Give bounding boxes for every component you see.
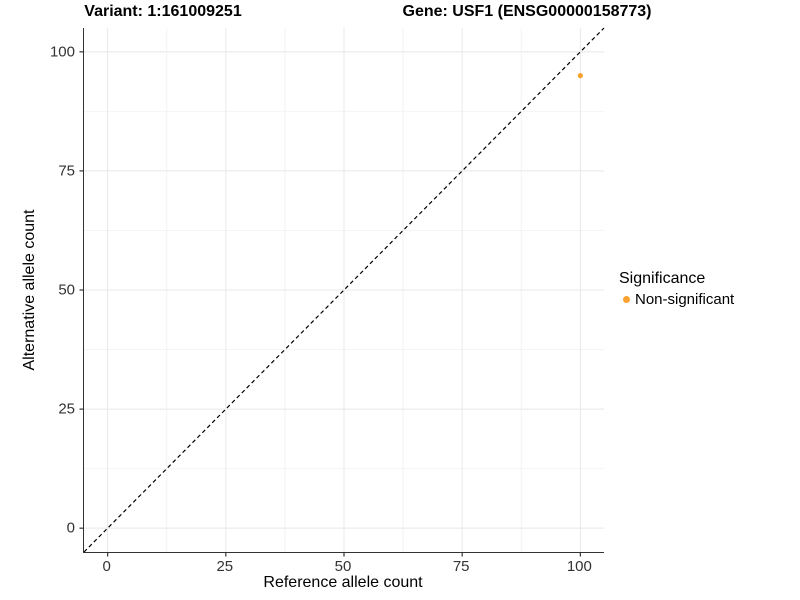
- legend: Significance Non-significant: [619, 270, 734, 308]
- x-tick-label: 75: [452, 558, 470, 575]
- legend-item-non-significant: Non-significant: [619, 291, 734, 308]
- x-tick-label: 25: [216, 558, 234, 575]
- x-tick-label: 0: [102, 558, 111, 575]
- gene-title: Gene: USF1 (ENSG00000158773): [402, 3, 652, 20]
- legend-key-dot-icon: [623, 296, 630, 303]
- legend-title: Significance: [619, 270, 706, 287]
- plot-area: [79, 27, 605, 557]
- variant-title: Variant: 1:161009251: [84, 3, 242, 20]
- y-tick-label: 75: [58, 162, 75, 180]
- y-tick-label: 25: [58, 400, 75, 418]
- data-point: [577, 73, 583, 79]
- y-tick-label: 50: [58, 281, 75, 299]
- x-tick-label: 100: [566, 558, 592, 575]
- y-tick-label: 0: [66, 519, 75, 537]
- y-tick-label: 100: [49, 43, 75, 61]
- y-axis-title: Alternative allele count: [21, 209, 38, 371]
- plot-panel: [79, 27, 605, 557]
- x-tick-label: 50: [334, 558, 352, 575]
- legend-item-label: Non-significant: [635, 291, 735, 308]
- x-axis-title: Reference allele count: [263, 574, 423, 591]
